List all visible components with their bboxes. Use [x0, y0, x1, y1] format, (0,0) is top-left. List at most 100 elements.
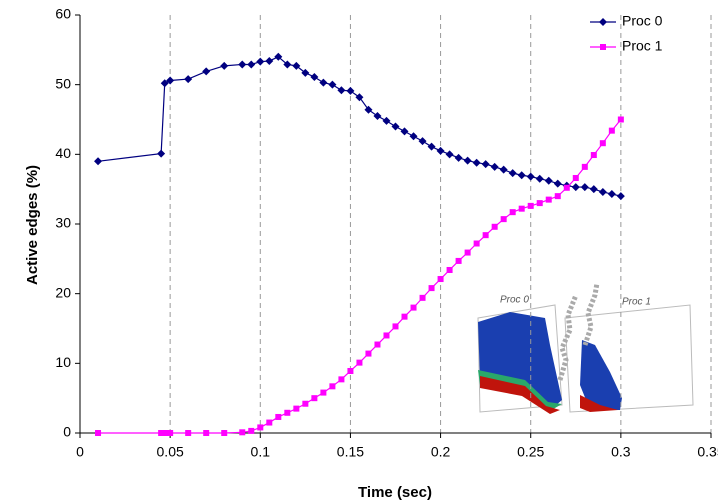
- y-tick-label: 20: [55, 284, 71, 300]
- x-tick-label: 0: [76, 444, 84, 460]
- marker: [161, 430, 168, 436]
- marker: [437, 276, 444, 283]
- marker: [464, 249, 471, 256]
- marker: [500, 216, 507, 223]
- marker: [95, 430, 102, 436]
- marker: [320, 389, 327, 396]
- marker: [446, 266, 453, 273]
- inset-label: Proc 1: [622, 297, 651, 308]
- marker: [247, 60, 256, 69]
- marker: [491, 223, 498, 230]
- marker: [265, 56, 274, 65]
- marker: [400, 127, 409, 136]
- x-axis-label: Time (sec): [358, 484, 432, 501]
- marker: [518, 205, 525, 212]
- marker: [600, 44, 606, 50]
- marker: [428, 285, 435, 292]
- marker: [202, 67, 211, 76]
- marker: [203, 430, 210, 436]
- marker: [545, 196, 552, 203]
- marker: [499, 165, 508, 174]
- marker: [158, 430, 165, 436]
- marker: [463, 156, 472, 165]
- marker: [455, 257, 462, 264]
- marker: [329, 383, 336, 390]
- marker: [616, 192, 625, 201]
- inset-image: [477, 282, 694, 414]
- marker: [167, 430, 174, 436]
- marker: [509, 209, 516, 216]
- x-tick-label: 0.15: [337, 444, 364, 460]
- marker: [418, 137, 427, 146]
- marker: [185, 430, 192, 436]
- marker: [364, 105, 373, 114]
- marker: [337, 86, 346, 95]
- marker: [508, 169, 517, 178]
- marker: [410, 304, 417, 311]
- marker: [598, 187, 607, 196]
- marker: [166, 76, 175, 85]
- legend-label: Proc 1: [622, 38, 663, 54]
- marker: [274, 52, 283, 61]
- marker: [328, 80, 337, 89]
- marker: [266, 419, 273, 426]
- marker: [517, 171, 526, 180]
- marker: [571, 183, 580, 192]
- legend-label: Proc 0: [622, 13, 663, 29]
- marker: [436, 146, 445, 155]
- marker: [527, 202, 534, 209]
- legend-item: Proc 1: [590, 38, 663, 54]
- marker: [445, 150, 454, 159]
- marker: [347, 367, 354, 374]
- x-tick-label: 0.05: [157, 444, 184, 460]
- y-axis-label: Active edges (%): [24, 165, 41, 285]
- y-tick-label: 10: [55, 354, 71, 370]
- y-tick-label: 0: [63, 424, 71, 440]
- marker: [572, 175, 579, 182]
- marker: [392, 323, 399, 330]
- marker: [535, 174, 544, 183]
- marker: [310, 73, 319, 82]
- marker: [589, 185, 598, 194]
- marker: [301, 68, 310, 77]
- marker: [590, 152, 597, 159]
- marker: [94, 157, 103, 166]
- marker: [238, 60, 247, 69]
- marker: [257, 424, 264, 431]
- marker: [184, 75, 193, 84]
- marker: [473, 240, 480, 247]
- marker: [599, 140, 606, 147]
- marker: [536, 200, 543, 207]
- marker: [302, 400, 309, 407]
- y-tick-label: 30: [55, 215, 71, 231]
- marker: [427, 142, 436, 151]
- marker: [221, 430, 228, 436]
- marker: [338, 376, 345, 383]
- marker: [220, 61, 229, 70]
- y-tick-label: 60: [55, 6, 71, 22]
- marker: [239, 429, 246, 436]
- marker: [355, 93, 364, 102]
- marker: [409, 132, 418, 141]
- x-tick-label: 0.3: [611, 444, 631, 460]
- x-tick-label: 0.35: [697, 444, 718, 460]
- marker: [248, 427, 255, 434]
- marker: [391, 122, 400, 131]
- marker: [292, 61, 301, 70]
- marker: [365, 350, 372, 357]
- marker: [383, 332, 390, 339]
- marker: [275, 413, 282, 420]
- marker: [608, 127, 615, 134]
- marker: [319, 78, 328, 87]
- series-line: [97, 56, 621, 197]
- marker: [256, 57, 265, 66]
- marker: [454, 153, 463, 162]
- marker: [580, 183, 589, 192]
- marker: [526, 172, 535, 181]
- marker: [563, 184, 570, 191]
- marker: [553, 179, 562, 188]
- marker: [599, 18, 607, 26]
- marker: [482, 232, 489, 239]
- marker: [293, 405, 300, 412]
